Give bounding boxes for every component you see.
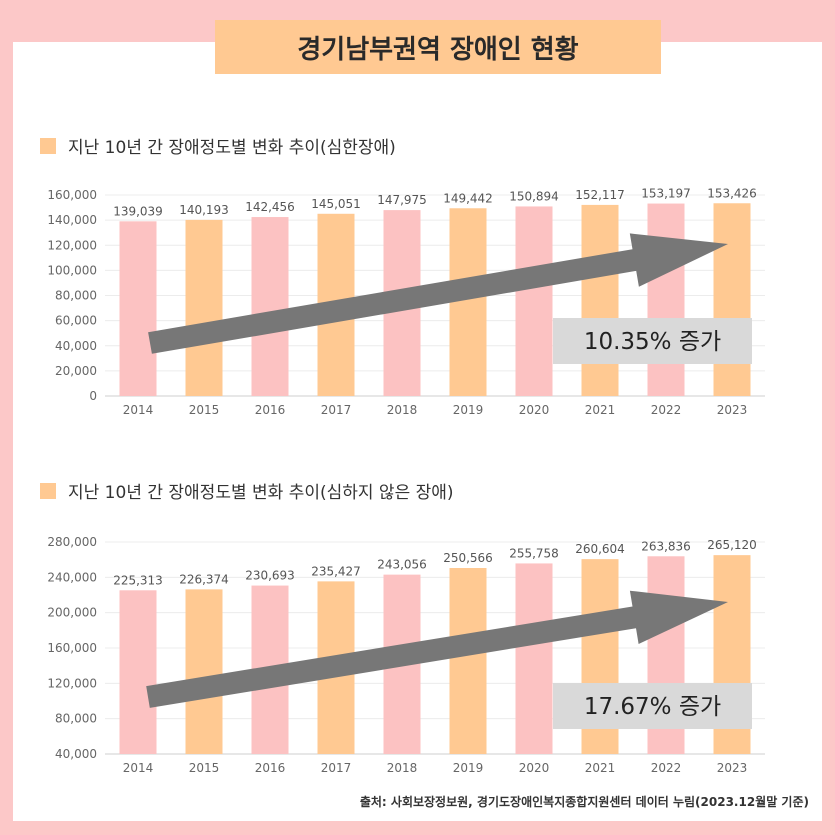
data-label: 265,120 [707, 538, 757, 552]
data-label: 153,426 [707, 186, 757, 200]
x-tick-label: 2021 [585, 403, 616, 417]
x-tick-label: 2014 [123, 403, 154, 417]
x-tick-label: 2019 [453, 403, 484, 417]
annotation-label: 10.35% 증가 [584, 329, 721, 355]
x-tick-label: 2018 [387, 761, 418, 775]
x-tick-label: 2023 [717, 403, 748, 417]
y-tick-label: 20,000 [55, 364, 97, 378]
x-tick-label: 2023 [717, 761, 748, 775]
data-label: 263,836 [641, 539, 691, 553]
data-label: 153,197 [641, 187, 691, 201]
legend-square-icon [40, 137, 56, 154]
x-tick-label: 2015 [189, 761, 220, 775]
data-label: 260,604 [575, 542, 625, 556]
annotation-box [553, 318, 752, 364]
chart-1-title-row: 지난 10년 간 장애정도별 변화 추이(심한장애) [40, 133, 396, 158]
trend-arrow-icon [148, 233, 729, 354]
bar [515, 563, 553, 754]
y-tick-label: 80,000 [55, 289, 97, 303]
data-label: 147,975 [377, 193, 427, 207]
data-label: 255,758 [509, 546, 559, 560]
y-tick-label: 200,000 [47, 606, 97, 620]
y-tick-label: 140,000 [47, 213, 97, 227]
x-tick-label: 2020 [519, 403, 550, 417]
bar [251, 217, 289, 396]
x-tick-label: 2020 [519, 761, 550, 775]
data-label: 250,566 [443, 551, 493, 565]
x-tick-label: 2016 [255, 761, 286, 775]
x-tick-label: 2016 [255, 403, 286, 417]
data-label: 145,051 [311, 197, 361, 211]
bar [449, 568, 487, 754]
y-tick-label: 160,000 [47, 188, 97, 202]
x-tick-label: 2019 [453, 761, 484, 775]
data-label: 150,894 [509, 189, 559, 203]
data-label: 243,056 [377, 558, 427, 572]
page-title: 경기남부권역 장애인 현황 [215, 20, 661, 74]
chart-2-title: 지난 10년 간 장애정도별 변화 추이(심하지 않은 장애) [68, 483, 454, 503]
x-tick-label: 2022 [651, 761, 682, 775]
y-tick-label: 0 [89, 389, 97, 403]
trend-arrow-icon [146, 590, 728, 708]
y-tick-label: 60,000 [55, 314, 97, 328]
data-label: 152,117 [575, 188, 625, 202]
bar [185, 219, 223, 396]
data-label: 140,193 [179, 203, 229, 217]
annotation-box [553, 683, 752, 729]
bar [581, 204, 619, 396]
bar [515, 206, 553, 396]
chart-2-title-row: 지난 10년 간 장애정도별 변화 추이(심하지 않은 장애) [40, 478, 454, 503]
x-tick-label: 2017 [321, 403, 352, 417]
y-tick-label: 240,000 [47, 570, 97, 584]
x-tick-label: 2021 [585, 761, 616, 775]
data-label: 139,039 [113, 204, 163, 218]
y-tick-label: 40,000 [55, 747, 97, 761]
bar [647, 203, 685, 396]
y-tick-label: 280,000 [47, 535, 97, 549]
chart-1-title: 지난 10년 간 장애정도별 변화 추이(심한장애) [68, 138, 396, 158]
bar [449, 208, 487, 396]
data-label: 149,442 [443, 191, 493, 205]
y-tick-label: 160,000 [47, 641, 97, 655]
y-tick-label: 40,000 [55, 339, 97, 353]
x-tick-label: 2015 [189, 403, 220, 417]
x-tick-label: 2014 [123, 761, 154, 775]
data-label: 235,427 [311, 564, 361, 578]
bar [185, 589, 223, 754]
data-label: 225,313 [113, 573, 163, 587]
data-label: 230,693 [245, 569, 295, 583]
y-tick-label: 120,000 [47, 676, 97, 690]
y-tick-label: 80,000 [55, 712, 97, 726]
annotation-label: 17.67% 증가 [584, 694, 721, 720]
y-tick-label: 120,000 [47, 238, 97, 252]
bar [119, 221, 157, 396]
x-tick-label: 2022 [651, 403, 682, 417]
bar [713, 203, 751, 396]
source-note: 출처: 사회보장정보원, 경기도장애인복지종합지원센터 데이터 누림(2023.… [359, 795, 809, 809]
x-tick-label: 2018 [387, 403, 418, 417]
y-tick-label: 100,000 [47, 263, 97, 277]
legend-square-icon [40, 482, 56, 499]
data-label: 226,374 [179, 572, 229, 586]
x-tick-label: 2017 [321, 761, 352, 775]
data-label: 142,456 [245, 200, 295, 214]
bar [119, 590, 157, 754]
